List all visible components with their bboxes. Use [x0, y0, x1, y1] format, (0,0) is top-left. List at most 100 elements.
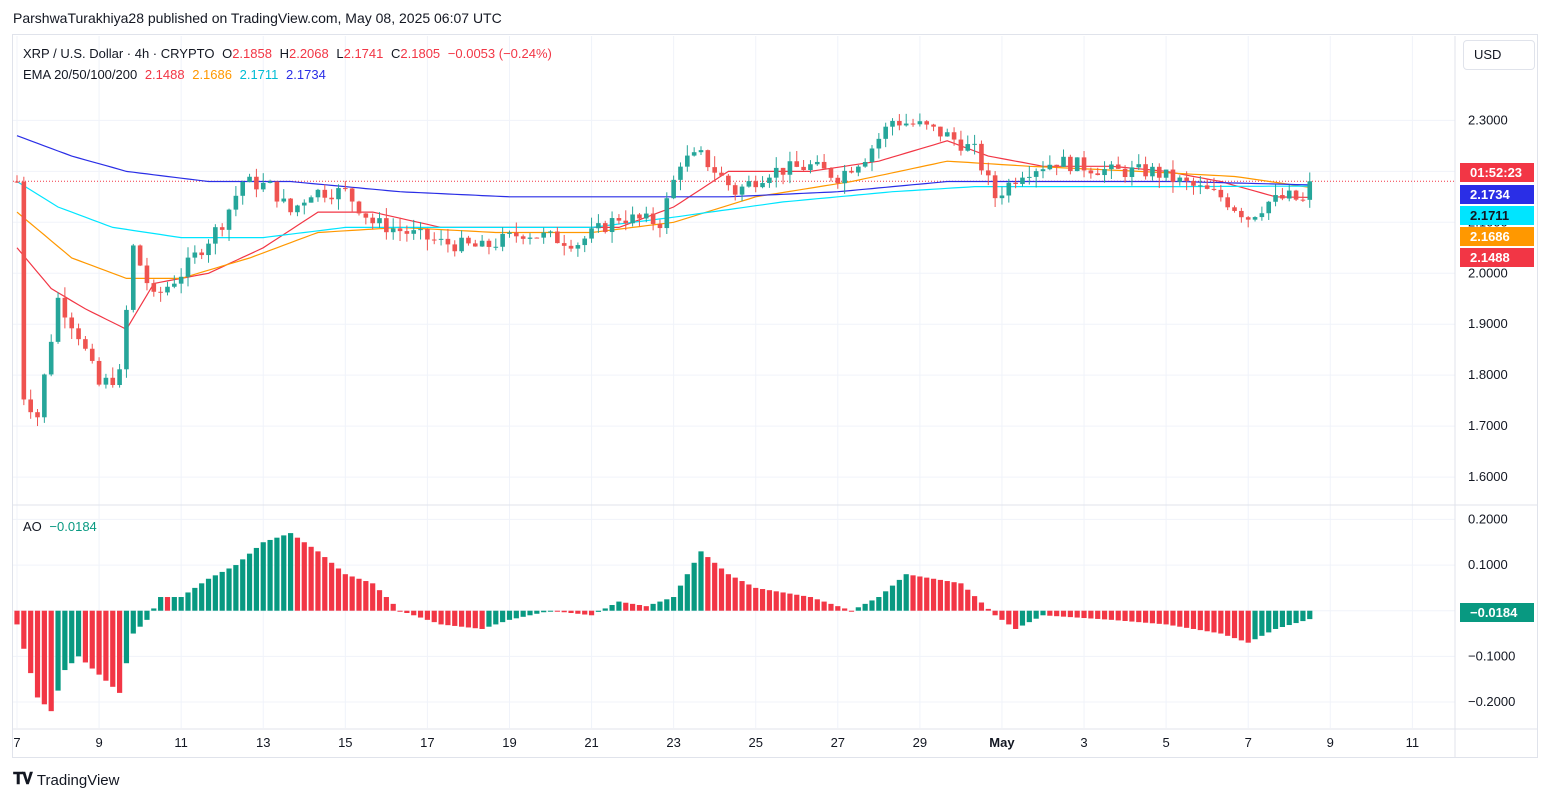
- candle-body: [650, 213, 656, 224]
- ao-bar: [746, 584, 752, 611]
- ao-bar: [55, 610, 61, 691]
- ao-bar: [370, 583, 376, 611]
- candle-body: [110, 377, 116, 385]
- candle-body: [144, 265, 150, 284]
- ao-bar: [1252, 610, 1258, 640]
- candle-body: [609, 218, 615, 233]
- candle-body: [165, 286, 170, 293]
- ema20-tag: 2.1488: [1460, 248, 1534, 267]
- candle-body: [254, 176, 259, 190]
- time-tick-label: 13: [256, 735, 270, 750]
- ema-label: EMA 20/50/100/200: [23, 67, 138, 82]
- candle-body: [507, 232, 512, 234]
- candle-body: [678, 166, 683, 180]
- candle-body: [1245, 217, 1251, 220]
- ao-bar: [609, 605, 615, 611]
- ao-bar: [705, 557, 711, 611]
- candle-body: [356, 201, 362, 214]
- ao-bar: [349, 576, 355, 611]
- ao-bar: [376, 590, 383, 611]
- ao-bar: [541, 610, 547, 613]
- ao-bar: [48, 610, 54, 712]
- candle-body: [1307, 181, 1313, 200]
- ao-bar: [848, 610, 855, 612]
- ao-bar: [404, 610, 410, 613]
- candle-body: [349, 188, 355, 202]
- candle-body: [794, 161, 800, 167]
- ao-bar: [288, 533, 294, 611]
- ao-bar: [253, 547, 259, 611]
- candle-body: [69, 317, 75, 329]
- currency-button[interactable]: USD: [1463, 40, 1535, 70]
- candle-body: [1170, 169, 1176, 182]
- candle-body: [240, 182, 246, 196]
- ema100-line: [16, 180, 1310, 239]
- candle-body: [698, 150, 704, 153]
- candle-body: [814, 161, 820, 165]
- candle-body: [42, 374, 47, 418]
- candle-body: [158, 291, 163, 293]
- ao-bar: [89, 610, 95, 669]
- brand-name: TradingView: [36, 771, 120, 789]
- ao-bar: [1211, 610, 1217, 633]
- time-tick-label: 21: [584, 735, 598, 750]
- ao-bar: [75, 610, 82, 657]
- candle-body: [630, 214, 635, 224]
- ao-bar: [930, 578, 937, 611]
- candle-body: [924, 121, 930, 125]
- ao-bar: [595, 610, 601, 612]
- candle-body: [124, 309, 129, 370]
- ao-bar: [691, 562, 697, 611]
- open-value: 2.1858: [232, 46, 272, 61]
- candle-body: [384, 218, 389, 233]
- candle-body: [1280, 195, 1285, 199]
- ao-bar: [944, 581, 950, 611]
- candle-body: [732, 185, 738, 195]
- ao-bar: [835, 606, 841, 611]
- candle-body: [739, 186, 745, 195]
- candle-body: [582, 238, 588, 246]
- candle-body: [1033, 171, 1039, 177]
- publisher-line: ParshwaTurakhiya28 published on TradingV…: [13, 10, 502, 26]
- candle-body: [35, 412, 40, 418]
- ao-bar: [185, 592, 191, 611]
- ao-bar: [889, 585, 896, 611]
- candle-body: [1300, 199, 1306, 201]
- ao-bar: [862, 603, 868, 611]
- candle-body: [979, 143, 984, 171]
- candle-body: [596, 223, 601, 229]
- ao-bar: [1136, 610, 1142, 623]
- ao-bar: [684, 574, 690, 611]
- candle-body: [411, 230, 417, 234]
- ao-bar: [356, 578, 362, 611]
- ao-bar: [554, 610, 560, 612]
- ao-bar: [14, 610, 20, 625]
- ao-bar: [459, 610, 465, 627]
- ao-bar: [985, 608, 991, 611]
- candle-body: [226, 209, 232, 230]
- candle-body: [862, 161, 868, 167]
- ao-bar: [110, 610, 116, 687]
- candle-body: [21, 181, 27, 400]
- time-tick-label: 11: [1406, 735, 1420, 750]
- ao-bar: [342, 574, 348, 611]
- ao-bar: [903, 574, 909, 611]
- tradingview-brand[interactable]: 𝐓𝐕 TradingView: [13, 771, 119, 789]
- ao-bar: [1307, 610, 1313, 620]
- ao-bar: [575, 610, 581, 614]
- candle-body: [267, 181, 273, 183]
- candle-body: [890, 120, 895, 127]
- candle-body: [589, 228, 594, 239]
- ao-bar: [999, 610, 1005, 620]
- ao-bar: [801, 595, 807, 611]
- ao-bar: [1115, 610, 1121, 621]
- ao-bar: [205, 578, 212, 611]
- time-tick-label: 27: [831, 735, 845, 750]
- ao-bar: [1266, 610, 1272, 633]
- ao-bar: [671, 597, 677, 611]
- candle-body: [130, 245, 136, 310]
- ao-bar: [978, 602, 985, 611]
- ao-bar: [164, 597, 171, 611]
- candle-body: [1074, 157, 1080, 172]
